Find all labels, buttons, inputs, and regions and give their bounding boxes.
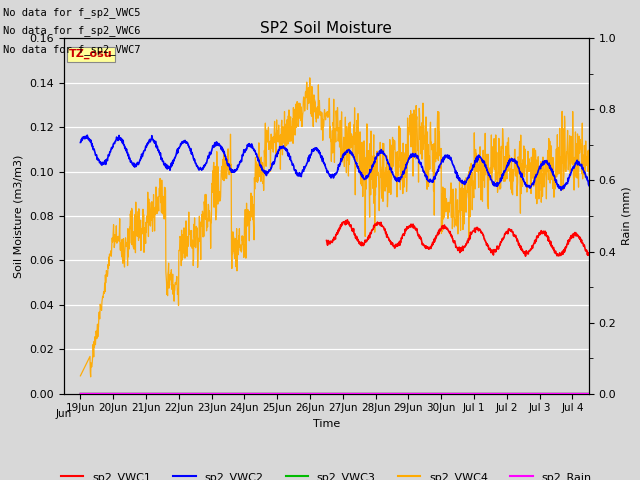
- Title: SP2 Soil Moisture: SP2 Soil Moisture: [260, 21, 392, 36]
- Text: No data for f_sp2_VWC5: No data for f_sp2_VWC5: [3, 7, 141, 18]
- Text: TZ_osu: TZ_osu: [69, 49, 113, 60]
- Text: No data for f_sp2_VWC7: No data for f_sp2_VWC7: [3, 44, 141, 55]
- Y-axis label: Rain (mm): Rain (mm): [622, 187, 632, 245]
- Text: No data for f_sp2_VWC6: No data for f_sp2_VWC6: [3, 25, 141, 36]
- X-axis label: Time: Time: [313, 419, 340, 429]
- Y-axis label: Soil Moisture (m3/m3): Soil Moisture (m3/m3): [14, 154, 24, 278]
- Text: Jun: Jun: [56, 409, 72, 419]
- Legend: sp2_VWC1, sp2_VWC2, sp2_VWC3, sp2_VWC4, sp2_Rain: sp2_VWC1, sp2_VWC2, sp2_VWC3, sp2_VWC4, …: [57, 468, 596, 480]
